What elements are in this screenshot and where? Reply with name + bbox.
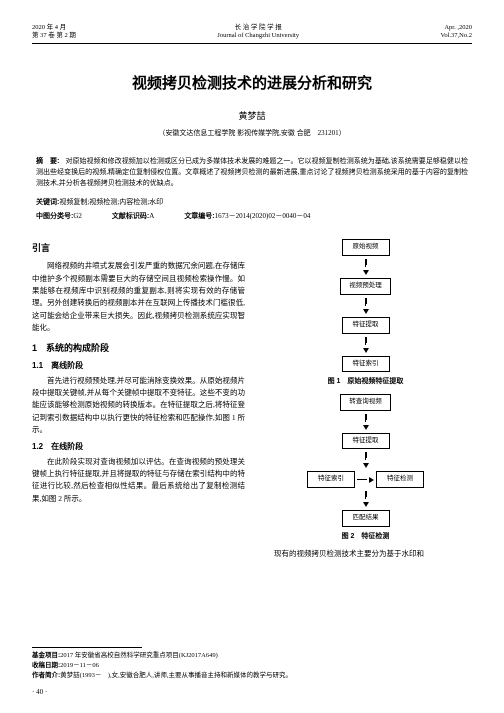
abstract-text: 对原始视频和修改视频加以检测或区分已成为多媒体技术发展的难题之一。它以视频复制检… [36, 157, 468, 187]
left-column: 引言 网络视频的井喷式发展会引发严重的数据冗余问题,在存储库中维护多个视频副本需… [32, 235, 245, 560]
journal-header: 2020 年 4 月 第 37 卷 第 2 期 长 治 学 院 学 报 Jour… [32, 24, 472, 44]
recv-row: 收稿日期:2019－11－06 [32, 661, 472, 671]
section11-heading: 1.1 离线阶段 [32, 359, 245, 372]
issue-date-en: Apr. ,2020 [441, 24, 472, 32]
figure2-flowchart: 转查询视频 特征提取 特征索引 特征检测 匹配结果 [259, 394, 472, 527]
body-columns: 引言 网络视频的井喷式发展会引发严重的数据冗余问题,在存储库中维护多个视频副本需… [32, 235, 472, 560]
fig2-side-box: 特征索引 [307, 471, 355, 488]
abstract-block: 摘 要:对原始视频和修改视频加以检测或区分已成为多媒体技术发展的难题之一。它以视… [32, 156, 472, 190]
fig2-box-1: 特征提取 [342, 433, 390, 450]
doccode-block: 文献标识码:A [112, 211, 154, 221]
bio-label: 作者简介: [32, 672, 60, 679]
right-tail-paragraph: 现有的视频拷贝检测技术主要分为基于水印和 [259, 548, 472, 560]
fund-text: 2017 年安徽省高校自然科学研究重点项目(KJ2017A649) [60, 652, 218, 659]
bio-text: 黄梦喆(1993－ ),女,安徽合肥人,讲师,主要从事播音主持和新媒体的教学与研… [60, 672, 292, 679]
journal-name-cn: 长 治 学 院 学 报 [217, 24, 299, 32]
header-left: 2020 年 4 月 第 37 卷 第 2 期 [32, 24, 76, 41]
fig2-row: 特征索引 特征检测 [307, 471, 424, 488]
section1-heading: 1 系统的构成阶段 [32, 341, 245, 356]
section11-paragraph: 首先进行视频预处理,并尽可能消除变换效果。从原始视频片段中提取关键帧,并从每个关… [32, 375, 245, 437]
hline-icon [357, 479, 367, 480]
volume-issue-cn: 第 37 卷 第 2 期 [32, 32, 76, 40]
header-right: Apr. ,2020 Vol.37,No.2 [441, 24, 472, 41]
page-number: · 40 · [32, 687, 472, 698]
arrow-icon [363, 270, 369, 275]
recv-label: 收稿日期: [32, 662, 60, 669]
fig2-box-2: 特征检测 [376, 471, 424, 488]
keywords-text: 视频复制;视频检测;内容检测;水印 [59, 198, 163, 206]
right-column: 原始视频 视频预处理 特征提取 特征索引 图 1 原始视频特征提取 转查询视频 … [259, 235, 472, 560]
recv-text: 2019－11－06 [60, 662, 99, 669]
keywords-row: 关键词:视频复制;视频检测;内容检测;水印 [32, 197, 472, 207]
journal-name-en: Journal of Changzhi University [217, 32, 299, 40]
arrow-right-icon [369, 477, 374, 483]
arrow-icon [363, 309, 369, 314]
fig1-box-0: 原始视频 [342, 239, 390, 256]
intro-paragraph: 网络视频的井喷式发展会引发严重的数据冗余问题,在存储库中维护多个视频副本需要巨大… [32, 260, 245, 334]
arrow-icon [363, 425, 369, 430]
fig1-box-3: 特征索引 [342, 356, 390, 373]
section12-paragraph: 在此阶段实现对查询视频加以评估。在查询视频的预处理关键帧上执行特征提取,并且将提… [32, 456, 245, 506]
figure1-caption: 图 1 原始视频特征提取 [259, 376, 472, 388]
fig1-box-2: 特征提取 [342, 317, 390, 334]
header-center: 长 治 学 院 学 报 Journal of Changzhi Universi… [217, 24, 299, 41]
classification-row: 中图分类号:G2 文献标识码:A 文章编号:1673－2014(2020)02－… [32, 211, 472, 221]
fund-row: 基金项目:2017 年安徽省高校自然科学研究重点项目(KJ2017A649) [32, 651, 472, 661]
footer-rule [32, 647, 142, 648]
author-name: 黄梦喆 [32, 109, 472, 122]
intro-heading: 引言 [32, 241, 245, 256]
fig1-box-1: 视频预处理 [340, 278, 391, 295]
fund-label: 基金项目: [32, 652, 60, 659]
artno-value: 1673－2014(2020)02－0040－04 [215, 212, 311, 220]
footer-block: 基金项目:2017 年安徽省高校自然科学研究重点项目(KJ2017A649) 收… [32, 647, 472, 697]
artno-label: 文章编号: [184, 213, 214, 220]
figure1-flowchart: 原始视频 视频预处理 特征提取 特征索引 [259, 239, 472, 372]
volume-issue-en: Vol.37,No.2 [441, 32, 472, 40]
doccode-value: A [149, 212, 154, 220]
clc-value: G2 [73, 212, 82, 220]
arrow-icon [363, 463, 369, 468]
clc-label: 中图分类号: [36, 213, 73, 220]
arrow-icon [363, 348, 369, 353]
section12-heading: 1.2 在线阶段 [32, 440, 245, 453]
arrow-icon [363, 502, 369, 507]
abstract-label: 摘 要: [36, 158, 59, 165]
fig2-box-0: 转查询视频 [340, 394, 391, 411]
bio-row: 作者简介:黄梦喆(1993－ ),女,安徽合肥人,讲师,主要从事播音主持和新媒体… [32, 671, 472, 681]
artno-block: 文章编号:1673－2014(2020)02－0040－04 [184, 211, 310, 221]
keywords-label: 关键词: [36, 199, 59, 206]
article-title: 视频拷贝检测技术的进展分析和研究 [32, 72, 472, 93]
author-affiliation: （安徽文达信息工程学院 影视传媒学院,安徽 合肥 231201） [32, 128, 472, 138]
doccode-label: 文献标识码: [112, 213, 149, 220]
clc-block: 中图分类号:G2 [36, 211, 82, 221]
fig2-box-3: 匹配结果 [342, 510, 390, 527]
figure2-caption: 图 2 特征检测 [259, 531, 472, 543]
